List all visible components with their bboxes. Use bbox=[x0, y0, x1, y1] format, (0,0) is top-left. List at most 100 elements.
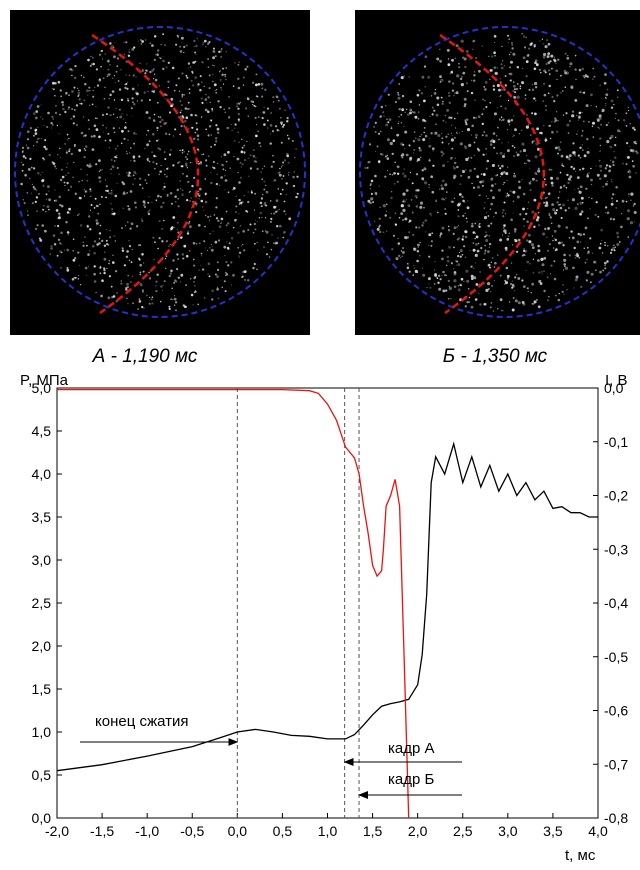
speckle bbox=[107, 59, 110, 63]
speckle bbox=[260, 197, 264, 200]
speckle bbox=[507, 119, 511, 123]
speckle bbox=[202, 41, 205, 44]
speckle bbox=[540, 131, 543, 135]
speckle bbox=[270, 213, 273, 215]
speckle bbox=[535, 298, 538, 301]
speckle bbox=[205, 159, 208, 162]
speckle bbox=[380, 153, 382, 155]
speckle bbox=[208, 74, 211, 77]
speckle bbox=[553, 260, 556, 263]
speckle bbox=[252, 103, 254, 106]
speckle bbox=[215, 206, 218, 209]
speckle bbox=[492, 84, 495, 88]
speckle bbox=[406, 113, 410, 117]
speckle bbox=[127, 303, 129, 305]
speckle bbox=[151, 44, 154, 47]
speckle bbox=[246, 65, 249, 68]
speckle bbox=[545, 137, 547, 139]
speckle bbox=[199, 187, 202, 191]
speckle bbox=[610, 218, 612, 220]
speckle bbox=[613, 103, 615, 106]
speckle bbox=[249, 167, 253, 170]
speckle bbox=[457, 215, 460, 218]
speckle bbox=[507, 194, 510, 197]
speckle bbox=[613, 150, 615, 153]
speckle bbox=[456, 226, 458, 228]
speckle bbox=[57, 224, 60, 228]
speckle bbox=[502, 215, 505, 218]
speckle bbox=[434, 261, 436, 263]
speckle bbox=[419, 205, 423, 209]
speckle bbox=[33, 167, 36, 170]
speckle bbox=[543, 270, 545, 273]
speckle bbox=[492, 88, 496, 91]
speckle bbox=[189, 225, 192, 229]
speckle bbox=[402, 208, 406, 212]
speckle bbox=[530, 292, 532, 294]
speckle bbox=[101, 169, 104, 171]
speckle bbox=[484, 249, 487, 252]
speckle bbox=[551, 131, 554, 134]
speckle bbox=[181, 189, 184, 191]
speckle bbox=[397, 91, 399, 94]
speckle bbox=[142, 306, 145, 309]
speckle bbox=[439, 278, 442, 281]
speckle bbox=[135, 173, 137, 175]
speckle bbox=[193, 264, 196, 267]
speckle bbox=[376, 227, 380, 231]
speckle bbox=[422, 273, 426, 277]
speckle bbox=[493, 146, 496, 149]
speckle bbox=[162, 59, 165, 63]
speckle bbox=[131, 302, 134, 305]
speckle bbox=[516, 250, 519, 253]
speckle bbox=[460, 174, 463, 177]
series-line bbox=[57, 388, 410, 819]
speckle bbox=[267, 241, 269, 244]
speckle bbox=[605, 93, 609, 97]
speckle bbox=[465, 269, 469, 273]
speckle bbox=[499, 238, 503, 242]
speckle bbox=[435, 200, 437, 203]
speckle bbox=[209, 215, 212, 218]
speckle bbox=[151, 151, 154, 154]
speckle bbox=[254, 228, 257, 231]
speckle bbox=[195, 122, 198, 125]
speckle bbox=[157, 194, 160, 198]
speckle bbox=[125, 83, 128, 85]
speckle bbox=[412, 233, 415, 237]
speckle bbox=[413, 247, 417, 251]
speckle bbox=[579, 201, 583, 205]
speckle bbox=[555, 209, 558, 212]
speckle bbox=[489, 143, 493, 146]
speckle bbox=[184, 107, 187, 110]
speckle bbox=[265, 190, 269, 194]
speckle bbox=[526, 260, 530, 264]
speckle bbox=[51, 248, 53, 250]
speckle bbox=[567, 157, 571, 160]
speckle bbox=[431, 190, 435, 194]
speckle bbox=[188, 181, 190, 183]
speckle bbox=[261, 168, 264, 170]
speckle bbox=[381, 153, 384, 156]
speckle bbox=[195, 54, 197, 56]
speckle bbox=[227, 247, 230, 250]
speckle bbox=[248, 175, 250, 178]
speckle bbox=[588, 172, 590, 174]
x-tick-label: -1,5 bbox=[90, 823, 114, 839]
speckle bbox=[615, 136, 617, 139]
speckle bbox=[112, 77, 114, 79]
speckle bbox=[589, 237, 592, 240]
speckle bbox=[285, 213, 287, 215]
speckle bbox=[252, 266, 255, 270]
speckle bbox=[506, 274, 510, 278]
speckle bbox=[553, 100, 556, 103]
speckle bbox=[560, 217, 563, 219]
speckle bbox=[458, 132, 461, 134]
speckle bbox=[207, 43, 209, 45]
speckle bbox=[629, 123, 631, 125]
speckle bbox=[366, 167, 369, 169]
speckle bbox=[98, 176, 101, 179]
speckle bbox=[45, 198, 48, 200]
speckle bbox=[493, 266, 496, 268]
speckle bbox=[72, 238, 75, 240]
